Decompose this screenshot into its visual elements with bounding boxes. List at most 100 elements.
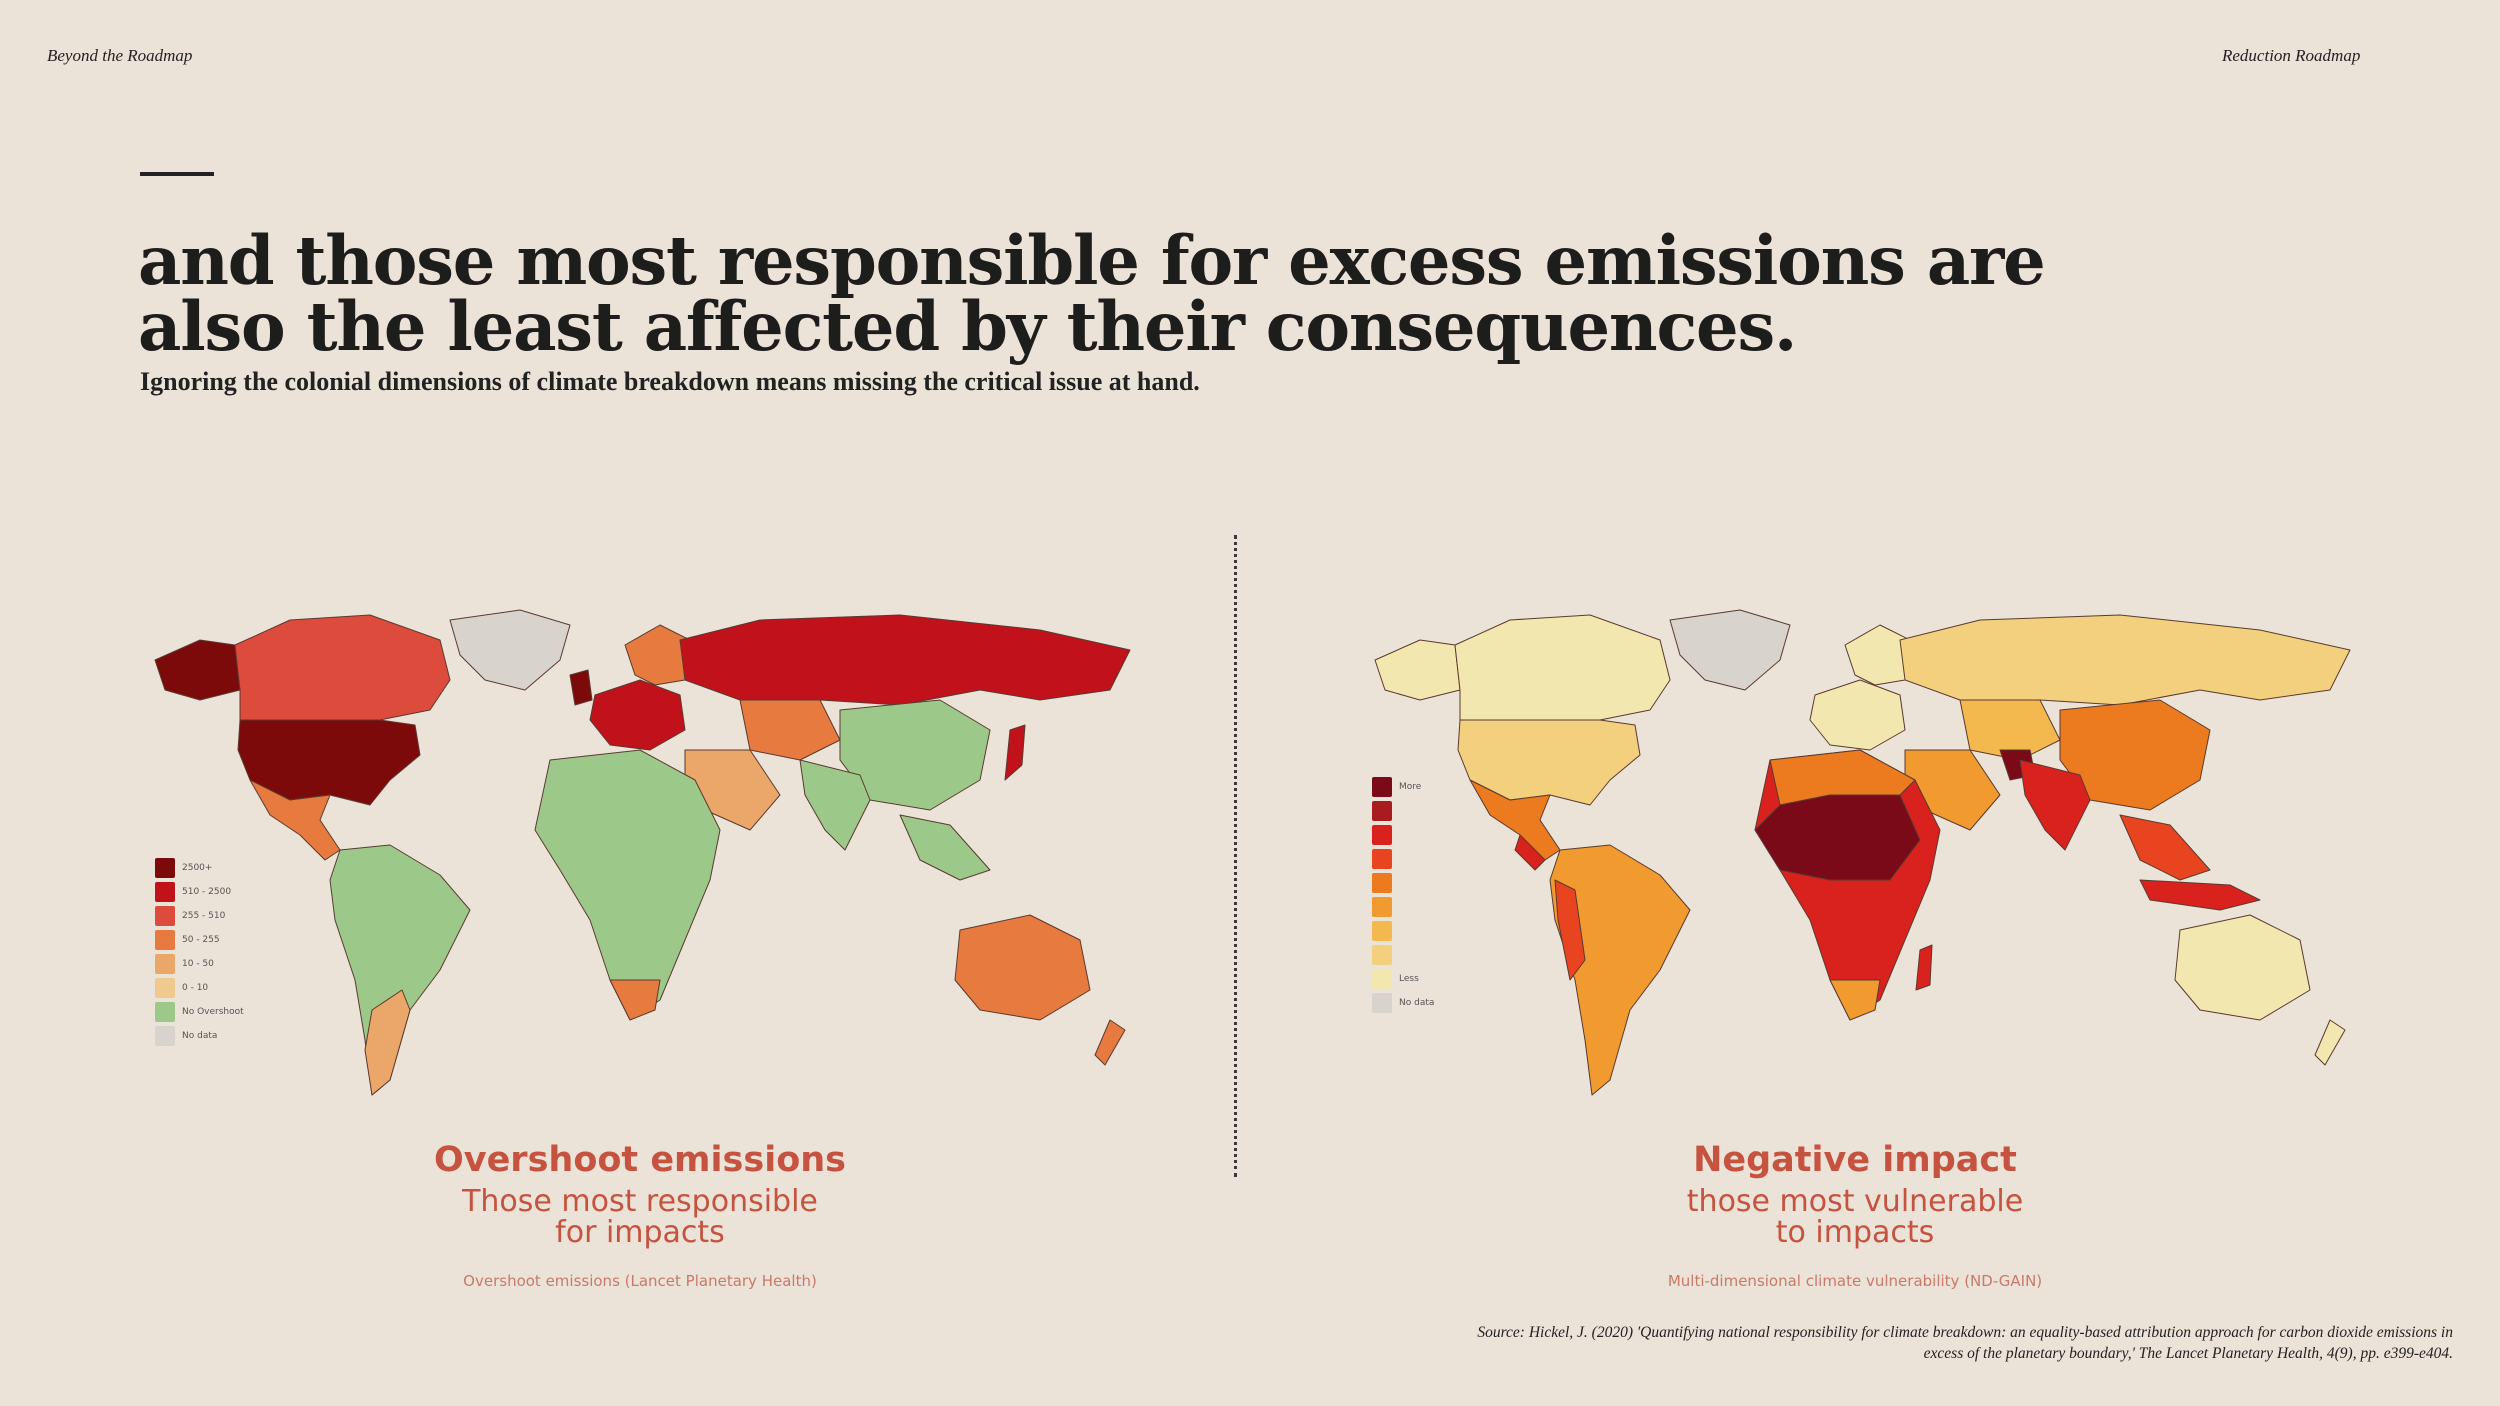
negative-impact-map: More Less bbox=[1360, 580, 2360, 1120]
map-south-africa bbox=[609, 979, 661, 1021]
legend-swatch bbox=[1372, 921, 1392, 941]
map-central-america bbox=[1514, 834, 1546, 871]
map-uk bbox=[569, 669, 593, 706]
map-canada bbox=[1454, 614, 1671, 721]
legend-row bbox=[1372, 847, 1434, 871]
map-scandinavia bbox=[624, 624, 691, 686]
legend-row bbox=[1372, 799, 1434, 823]
legend-label: More bbox=[1399, 782, 1422, 792]
slide-headline: and those most responsible for excess em… bbox=[138, 221, 2046, 366]
legend-swatch bbox=[1372, 897, 1392, 917]
legend-label: No data bbox=[1399, 998, 1435, 1008]
map-africa bbox=[534, 749, 721, 1021]
legend-row: Less bbox=[1372, 967, 1434, 991]
legend-swatch bbox=[155, 1002, 175, 1022]
legend-swatch bbox=[1372, 945, 1392, 965]
map-russia bbox=[679, 614, 1131, 706]
legend-swatch bbox=[1372, 969, 1392, 989]
map-australia bbox=[954, 914, 1091, 1021]
map-new-zealand bbox=[2314, 1019, 2346, 1066]
legend-row bbox=[1372, 943, 1434, 967]
legend-row: 0 - 10 bbox=[155, 976, 244, 1000]
legend-label: 0 - 10 bbox=[182, 983, 209, 993]
legend-swatch bbox=[155, 858, 175, 878]
legend-row bbox=[1372, 919, 1434, 943]
map-southern-africa bbox=[1829, 979, 1881, 1021]
legend-swatch bbox=[1372, 849, 1392, 869]
slide-subheadline: Ignoring the colonial dimensions of clim… bbox=[140, 367, 1200, 396]
legend-row: 50 - 255 bbox=[155, 928, 244, 952]
legend-label: 510 - 2500 bbox=[182, 887, 232, 897]
map-canada bbox=[234, 614, 451, 721]
map-new-zealand bbox=[1094, 1019, 1126, 1066]
impact-caption: Negative impact those most vulnerable to… bbox=[1555, 1138, 2155, 1298]
legend-swatch bbox=[155, 978, 175, 998]
legend-label: 255 - 510 bbox=[182, 911, 226, 921]
map-japan bbox=[1004, 724, 1026, 781]
legend-swatch bbox=[1372, 873, 1392, 893]
impact-caption-source: Multi-dimensional climate vulnerability … bbox=[1667, 1272, 2043, 1290]
legend-swatch bbox=[155, 906, 175, 926]
map-se-asia bbox=[899, 814, 991, 881]
legend-row bbox=[1372, 895, 1434, 919]
overshoot-caption-subtitle: Those most responsible for impacts bbox=[462, 1184, 818, 1250]
legend-row: No Overshoot bbox=[155, 1000, 244, 1024]
source-citation: Source: Hickel, J. (2020) 'Quantifying n… bbox=[1477, 1324, 2453, 1362]
map-alaska bbox=[154, 639, 241, 701]
column-divider bbox=[1234, 535, 1237, 1177]
map-central-asia bbox=[739, 699, 841, 761]
title-accent-rule bbox=[140, 172, 214, 176]
overshoot-map-legend: 2500+ 510 - 2500 255 - 510 50 - 255 10 -… bbox=[155, 856, 244, 1048]
map-europe bbox=[1809, 679, 1906, 751]
legend-row: 10 - 50 bbox=[155, 952, 244, 976]
map-india bbox=[2019, 759, 2091, 851]
legend-label: Less bbox=[1399, 974, 1419, 984]
overshoot-emissions-map: 2500+ 510 - 2500 255 - 510 50 - 255 10 -… bbox=[140, 580, 1160, 1120]
legend-swatch bbox=[1372, 993, 1392, 1013]
legend-label: 50 - 255 bbox=[182, 935, 220, 945]
map-greenland bbox=[1669, 609, 1791, 691]
map-south-america bbox=[329, 844, 471, 1096]
map-central-asia bbox=[1959, 699, 2061, 761]
map-russia bbox=[1899, 614, 2351, 706]
map-scandinavia bbox=[1844, 624, 1911, 686]
legend-row: 255 - 510 bbox=[155, 904, 244, 928]
legend-row: 2500+ bbox=[155, 856, 244, 880]
map-sahel bbox=[1754, 794, 1921, 881]
legend-row: No data bbox=[155, 1024, 244, 1048]
map-alaska bbox=[1374, 639, 1461, 701]
map-indonesia bbox=[2139, 879, 2261, 911]
legend-swatch bbox=[155, 882, 175, 902]
legend-row: No data bbox=[1372, 991, 1434, 1015]
map-china bbox=[839, 699, 991, 811]
overshoot-world-map-graphic bbox=[154, 609, 1131, 1096]
legend-label: No Overshoot bbox=[182, 1007, 244, 1017]
legend-swatch bbox=[1372, 825, 1392, 845]
legend-swatch bbox=[1372, 801, 1392, 821]
overshoot-caption: Overshoot emissions Those most responsib… bbox=[340, 1138, 940, 1298]
vulnerability-map-legend: More Less bbox=[1372, 775, 1434, 1015]
legend-label: 10 - 50 bbox=[182, 959, 214, 969]
map-usa bbox=[237, 719, 421, 806]
legend-label: No data bbox=[182, 1031, 218, 1041]
map-south-america bbox=[1549, 844, 1691, 1096]
overshoot-caption-title: Overshoot emissions bbox=[434, 1140, 846, 1180]
map-madagascar bbox=[1915, 944, 1933, 991]
header-left-label: Beyond the Roadmap bbox=[47, 46, 193, 65]
legend-row: More bbox=[1372, 775, 1434, 799]
map-greenland bbox=[449, 609, 571, 691]
legend-swatch bbox=[1372, 777, 1392, 797]
header-right-label: Reduction Roadmap bbox=[2222, 46, 2361, 65]
legend-swatch bbox=[155, 1026, 175, 1046]
map-india bbox=[799, 759, 871, 851]
legend-row bbox=[1372, 823, 1434, 847]
impact-caption-subtitle: those most vulnerable to impacts bbox=[1686, 1184, 2024, 1250]
overshoot-caption-source: Overshoot emissions (Lancet Planetary He… bbox=[463, 1272, 817, 1290]
vulnerability-world-map-graphic bbox=[1374, 609, 2351, 1096]
map-se-asia bbox=[2119, 814, 2211, 881]
map-andes-west bbox=[1554, 879, 1586, 981]
legend-swatch bbox=[155, 954, 175, 974]
impact-caption-title: Negative impact bbox=[1693, 1140, 2017, 1180]
legend-label: 2500+ bbox=[182, 863, 213, 873]
map-argentina bbox=[364, 989, 411, 1096]
